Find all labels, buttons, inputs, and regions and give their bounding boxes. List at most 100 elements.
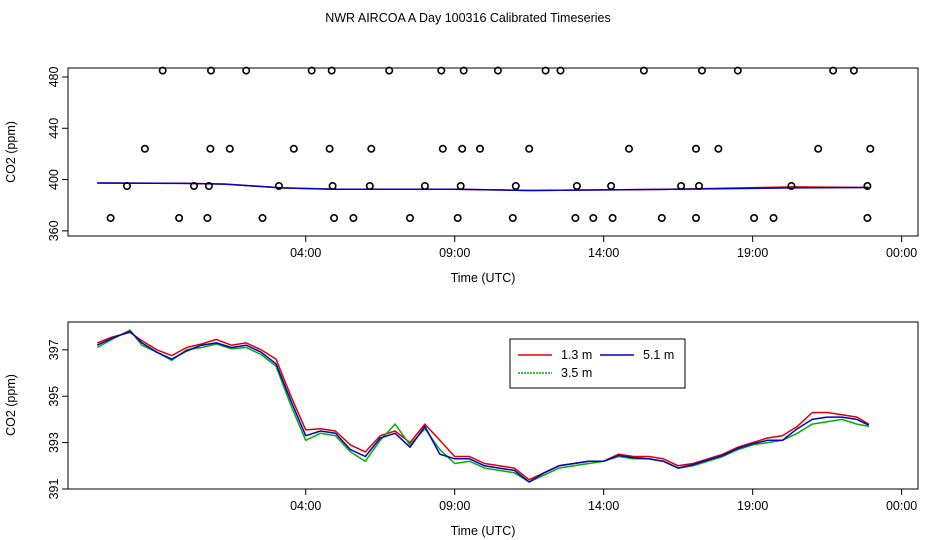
scatter-point-61 [863, 182, 872, 191]
scatter-point-30 [458, 144, 467, 153]
scatter-point-14 [289, 144, 298, 153]
scatter-point-58 [829, 66, 838, 75]
panel-line: 04:00 09:00 14:00 19:00 00:00 391 393 395 397 T… [4, 321, 919, 538]
y-axis-label-1: CO2 (ppm) [4, 121, 18, 183]
scatter-point-0 [106, 214, 115, 223]
x-axis-2: 04:00 09:00 14:00 19:00 00:00 [290, 489, 917, 513]
x-tick-label-1-1: 09:00 [439, 246, 470, 260]
scatter-point-25 [420, 182, 429, 191]
series-line-2-3-5-m [96, 329, 869, 483]
scatter-point-55 [769, 214, 778, 223]
scatter-point-7 [204, 182, 213, 191]
scatter-point-46 [657, 214, 666, 223]
scatter-point-10 [225, 144, 234, 153]
scatter-point-22 [367, 144, 376, 153]
scatter-point-9 [207, 66, 216, 75]
x-tick-label-2-1: 09:00 [439, 499, 470, 513]
y-tick-label-1-3: 480 [47, 67, 61, 88]
x-tick-label-1-0: 04:00 [290, 246, 321, 260]
scatter-point-24 [405, 214, 414, 223]
scatter-point-15 [307, 66, 316, 75]
y-axis-1: 360 400 440 480 [47, 67, 68, 241]
scatter-point-13 [274, 182, 283, 191]
plot-frame-2 [67, 321, 919, 490]
scatter-point-43 [608, 214, 617, 223]
scatter-point-36 [525, 144, 534, 153]
scatter-point-53 [733, 66, 742, 75]
x-axis-label-2: Time (UTC) [451, 524, 516, 538]
scatter-point-34 [508, 214, 517, 223]
scatter-point-23 [385, 66, 394, 75]
scatter-point-51 [697, 66, 706, 75]
scatter-point-3 [158, 66, 167, 75]
scatter-point-47 [677, 182, 686, 191]
y-axis-2: 391 393 395 397 [47, 339, 68, 499]
legend-box [509, 338, 686, 389]
scatter-point-2 [140, 144, 149, 153]
scatter-point-4 [175, 214, 184, 223]
scatter-point-35 [511, 182, 520, 191]
scatter-point-6 [203, 214, 212, 223]
chart-title: NWR AIRCOA A Day 100316 Calibrated Times… [325, 11, 611, 25]
x-tick-label-1-4: 00:00 [886, 246, 917, 260]
legend-label-5-1m: 5.1 m [643, 348, 674, 362]
y-tick-label-1-2: 440 [47, 118, 61, 139]
series-lines-2 [96, 329, 870, 483]
scatter-point-5 [190, 182, 199, 191]
scatter-point-40 [572, 182, 581, 191]
y-axis-label-2: CO2 (ppm) [4, 374, 18, 436]
scatter-point-33 [493, 66, 502, 75]
scatter-point-54 [750, 214, 759, 223]
scatter-point-16 [325, 144, 334, 153]
x-tick-label-2-0: 04:00 [290, 499, 321, 513]
scatter-point-41 [589, 214, 598, 223]
scatter-point-18 [328, 182, 337, 191]
scatter-point-11 [242, 66, 251, 75]
scatter-point-62 [866, 144, 875, 153]
scatter-point-31 [459, 66, 468, 75]
scatter-point-57 [814, 144, 823, 153]
scatter-point-52 [714, 144, 723, 153]
scatter-point-28 [453, 214, 462, 223]
scatter-point-59 [849, 66, 858, 75]
scatter-point-32 [475, 144, 484, 153]
scatter-point-1 [123, 182, 132, 191]
y-tick-label-2-2: 395 [47, 386, 61, 407]
legend-label-1-3m: 1.3 m [561, 348, 592, 362]
panel-scatter: 04:00 09:00 14:00 19:00 00:00 360 400 440 480 T… [4, 66, 919, 285]
x-tick-label-2-2: 14:00 [588, 499, 619, 513]
scatter-point-27 [438, 144, 447, 153]
scatter-point-45 [639, 66, 648, 75]
scatter-point-8 [206, 144, 215, 153]
series-line-2-5-1-m [96, 330, 870, 483]
scatter-point-38 [556, 66, 565, 75]
x-tick-label-2-3: 19:00 [737, 499, 768, 513]
scatter-point-37 [541, 66, 550, 75]
scatter-point-12 [258, 214, 267, 223]
y-tick-label-2-1: 393 [47, 432, 61, 453]
series-lines-1 [97, 182, 869, 192]
scatter-point-42 [607, 182, 616, 191]
x-axis-label-1: Time (UTC) [451, 271, 516, 285]
scatter-point-17 [327, 66, 336, 75]
x-tick-label-2-4: 00:00 [886, 499, 917, 513]
y-tick-label-1-1: 400 [47, 169, 61, 190]
scatter-point-49 [691, 144, 700, 153]
y-tick-label-1-0: 360 [47, 220, 61, 241]
scatter-points [106, 66, 875, 223]
y-tick-label-2-0: 391 [47, 479, 61, 500]
series-line-2-1-3-m [96, 331, 870, 481]
scatter-point-39 [571, 214, 580, 223]
x-axis-1: 04:00 09:00 14:00 19:00 00:00 [290, 236, 917, 260]
scatter-point-56 [787, 182, 796, 191]
scatter-point-21 [365, 182, 374, 191]
x-tick-label-1-2: 14:00 [588, 246, 619, 260]
x-tick-label-1-3: 19:00 [737, 246, 768, 260]
y-tick-label-2-3: 397 [47, 339, 61, 360]
legend-label-3-5m: 3.5 m [561, 366, 592, 380]
scatter-point-48 [691, 214, 700, 223]
scatter-point-26 [437, 66, 446, 75]
legend: 1.3 m 5.1 m 3.5 m [509, 338, 686, 389]
series-line-1-5-1-m [97, 182, 869, 192]
